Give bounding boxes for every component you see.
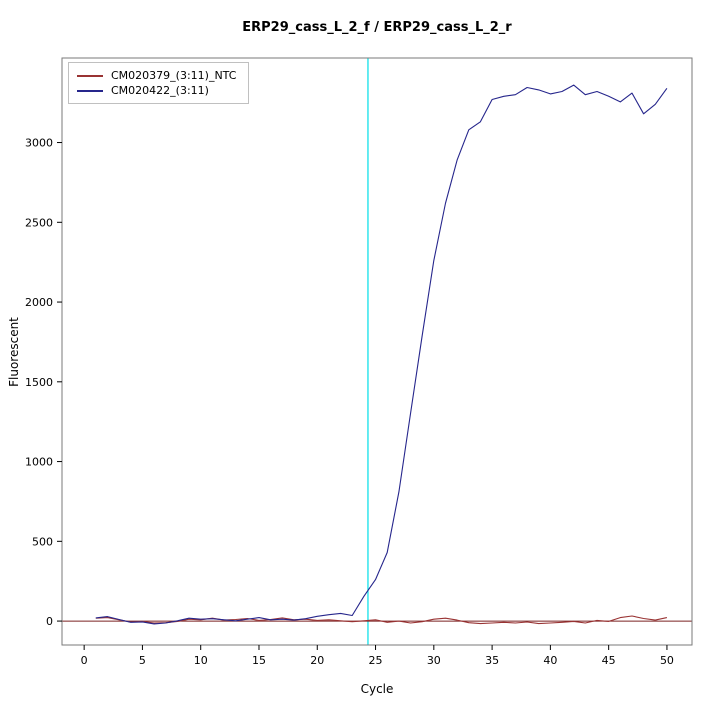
- svg-text:2500: 2500: [25, 216, 53, 229]
- y-axis-label: Fluorescent: [7, 317, 21, 387]
- svg-text:40: 40: [543, 654, 557, 667]
- legend-item-ntc: CM020379_(3:11)_NTC: [77, 68, 236, 83]
- x-axis-label: Cycle: [360, 682, 394, 696]
- svg-text:35: 35: [485, 654, 499, 667]
- chart-title: ERP29_cass_L_2_f / ERP29_cass_L_2_r: [242, 20, 512, 35]
- svg-text:20: 20: [310, 654, 324, 667]
- legend-label-sample: CM020422_(3:11): [111, 84, 209, 97]
- legend-label-ntc: CM020379_(3:11)_NTC: [111, 69, 237, 82]
- svg-text:25: 25: [369, 654, 383, 667]
- svg-text:2000: 2000: [25, 296, 53, 309]
- svg-text:1000: 1000: [25, 456, 53, 469]
- legend-item-sample: CM020422_(3:11): [77, 83, 236, 98]
- legend-line-swatch-ntc: [77, 74, 103, 77]
- legend-line-swatch-sample: [77, 89, 103, 92]
- svg-text:15: 15: [252, 654, 266, 667]
- svg-text:0: 0: [81, 654, 88, 667]
- svg-text:30: 30: [427, 654, 441, 667]
- svg-text:500: 500: [32, 535, 53, 548]
- svg-text:3000: 3000: [25, 137, 53, 150]
- legend: CM020379_(3:11)_NTC CM020422_(3:11): [68, 62, 250, 104]
- svg-text:5: 5: [139, 654, 146, 667]
- svg-text:10: 10: [194, 654, 208, 667]
- svg-text:0: 0: [46, 615, 53, 628]
- svg-text:45: 45: [602, 654, 616, 667]
- svg-text:50: 50: [660, 654, 674, 667]
- svg-text:1500: 1500: [25, 376, 53, 389]
